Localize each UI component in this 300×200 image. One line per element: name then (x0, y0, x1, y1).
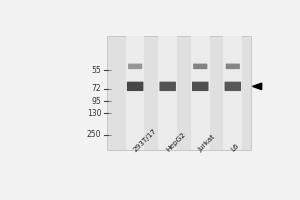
FancyBboxPatch shape (226, 64, 240, 69)
Text: HepG2: HepG2 (165, 131, 187, 153)
FancyBboxPatch shape (193, 64, 207, 69)
Text: 293T/17: 293T/17 (132, 127, 158, 153)
Bar (107, 36, 251, 150)
Text: 250: 250 (87, 130, 101, 139)
FancyBboxPatch shape (127, 82, 143, 91)
FancyBboxPatch shape (128, 64, 142, 69)
FancyBboxPatch shape (192, 82, 208, 91)
Text: 72: 72 (92, 84, 101, 93)
Bar (126, 36, 145, 150)
FancyBboxPatch shape (159, 82, 176, 91)
Text: 55: 55 (92, 66, 101, 75)
Bar (191, 36, 209, 150)
Polygon shape (253, 83, 262, 90)
Text: 95: 95 (92, 97, 101, 106)
Text: L6: L6 (230, 142, 240, 153)
Bar (158, 36, 177, 150)
Text: Jurkat: Jurkat (197, 133, 216, 153)
Text: 130: 130 (87, 109, 101, 118)
Bar (224, 36, 242, 150)
FancyBboxPatch shape (224, 82, 241, 91)
